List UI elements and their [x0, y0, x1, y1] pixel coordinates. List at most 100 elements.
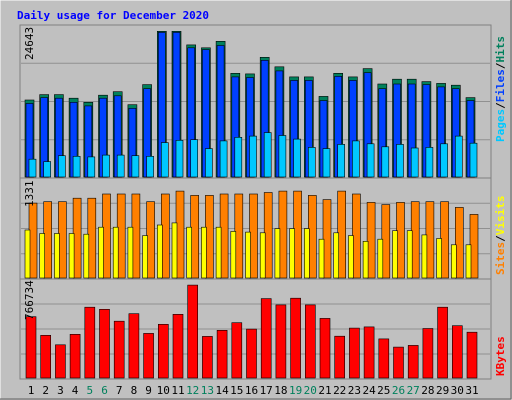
legend-sep-1: /: [494, 102, 507, 109]
bar-kbytes-day-28: [422, 328, 434, 379]
bar-kbytes-day-1: [25, 316, 37, 379]
bar-pages-day-9: [146, 156, 154, 178]
x-label-day-31: 31: [465, 384, 478, 397]
legend-pages: Pages: [494, 109, 507, 142]
x-label-day-24: 24: [362, 384, 376, 397]
bar-pages-day-19: [293, 138, 301, 178]
bar-visits-day-28: [421, 234, 428, 279]
x-label-day-22: 22: [333, 384, 346, 397]
legend-kbytes: KBytes: [494, 336, 507, 376]
legend-visits: Visits: [494, 196, 507, 236]
bar-visits-day-6: [98, 226, 104, 279]
bar-sites-day-24: [366, 202, 376, 279]
bar-kbytes-day-3: [55, 344, 66, 379]
bar-pages-day-23: [352, 140, 360, 178]
x-label-day-8: 8: [131, 384, 138, 397]
bar-visits-day-13: [201, 226, 207, 279]
bar-visits-day-11: [171, 222, 178, 279]
x-label-day-9: 9: [145, 384, 152, 397]
bar-visits-day-29: [436, 238, 442, 279]
bar-kbytes-day-15: [231, 322, 243, 379]
bar-pages-day-13: [205, 148, 213, 178]
bar-kbytes-day-16: [246, 328, 257, 379]
x-label-day-15: 15: [230, 384, 243, 397]
bar-visits-day-27: [406, 230, 413, 279]
bar-pages-day-5: [87, 156, 96, 178]
bar-kbytes-day-5: [84, 306, 96, 379]
bar-kbytes-day-30: [451, 325, 463, 379]
bar-kbytes-day-20: [304, 304, 316, 379]
bar-pages-day-28: [425, 147, 434, 178]
bar-visits-day-12: [186, 226, 192, 279]
y-max-label-sites: 1331: [23, 181, 36, 208]
bar-visits-day-19: [289, 228, 295, 279]
x-label-day-12: 12: [186, 384, 199, 397]
bar-pages-day-15: [234, 137, 243, 178]
bar-visits-day-4: [68, 233, 75, 279]
legend-sep-3: /: [494, 235, 507, 242]
bar-visits-day-31: [465, 244, 472, 279]
bar-kbytes-day-26: [393, 346, 404, 379]
bar-visits-day-9: [142, 235, 148, 279]
bar-kbytes-day-14: [216, 329, 228, 379]
bar-kbytes-day-21: [319, 318, 331, 379]
x-label-day-17: 17: [260, 384, 273, 397]
bar-pages-day-12: [190, 139, 198, 178]
bar-visits-day-1: [24, 229, 31, 279]
y-max-label-kbytes: 766734: [23, 280, 36, 320]
bar-visits-day-5: [83, 233, 90, 279]
x-label-day-11: 11: [171, 384, 184, 397]
x-label-day-19: 19: [289, 384, 302, 397]
x-label-day-18: 18: [274, 384, 287, 397]
bar-kbytes-day-25: [378, 338, 390, 379]
bar-visits-day-26: [392, 230, 398, 279]
bar-kbytes-day-12: [187, 284, 198, 379]
x-label-day-27: 27: [407, 384, 420, 397]
bar-pages-day-4: [72, 156, 81, 178]
bar-sites-day-21: [322, 199, 332, 279]
bar-pages-day-17: [263, 132, 272, 178]
bar-pages-day-16: [249, 135, 257, 178]
bar-pages-day-22: [337, 144, 346, 178]
bar-visits-day-20: [303, 228, 310, 279]
bar-kbytes-day-8: [128, 313, 140, 379]
bar-pages-day-27: [410, 147, 419, 178]
x-label-day-25: 25: [377, 384, 390, 397]
bar-visits-day-30: [450, 244, 457, 279]
legend-hits: Hits: [494, 36, 507, 63]
x-label-day-6: 6: [101, 384, 108, 397]
bar-visits-day-23: [348, 235, 354, 279]
x-label-day-5: 5: [86, 384, 93, 397]
bar-pages-day-2: [43, 161, 52, 178]
bar-visits-day-10: [157, 224, 163, 279]
bar-kbytes-day-11: [172, 313, 184, 379]
bar-kbytes-day-18: [275, 304, 287, 379]
bar-kbytes-day-6: [99, 308, 110, 379]
bar-kbytes-day-23: [349, 327, 360, 379]
bar-pages-day-6: [102, 154, 110, 178]
bar-pages-day-20: [307, 147, 316, 178]
bar-visits-day-21: [318, 238, 325, 279]
bar-pages-day-10: [161, 142, 169, 178]
legend-files: Files: [494, 69, 507, 102]
bar-kbytes-day-31: [466, 331, 478, 379]
x-label-day-28: 28: [421, 384, 434, 397]
bar-visits-day-15: [230, 231, 237, 279]
bars: [24, 30, 479, 379]
x-label-day-1: 1: [28, 384, 35, 397]
x-label-day-30: 30: [451, 384, 464, 397]
bar-visits-day-16: [245, 231, 251, 279]
x-label-day-10: 10: [157, 384, 170, 397]
x-label-day-16: 16: [245, 384, 258, 397]
bar-pages-day-1: [28, 158, 37, 178]
x-label-day-23: 23: [348, 384, 361, 397]
x-axis-labels: 1 2 3 4 5 6 7 8 9 10 11 12 13 14 15 16 17 18 19 20 21 22 23 24 2…: [28, 384, 479, 397]
bar-kbytes-day-7: [113, 320, 125, 379]
legend-sites: Sites: [494, 242, 507, 275]
bar-kbytes-day-22: [334, 335, 346, 379]
bar-kbytes-day-9: [143, 333, 154, 379]
x-label-day-7: 7: [116, 384, 123, 397]
bar-visits-day-25: [377, 238, 384, 279]
bar-pages-day-14: [219, 140, 228, 178]
